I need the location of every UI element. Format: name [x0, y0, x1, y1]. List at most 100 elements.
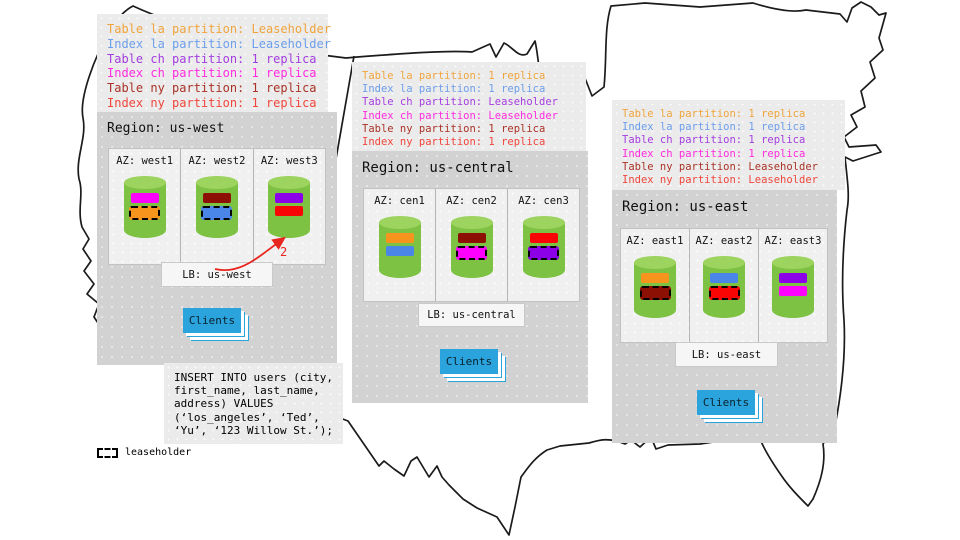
database-cylinder	[634, 256, 676, 318]
az-west1: AZ: west1	[109, 149, 180, 264]
region-title: Region: us-west	[107, 121, 225, 136]
az-label: AZ: west1	[116, 155, 174, 167]
cylinder-top	[378, 216, 421, 229]
cylinder-top	[268, 176, 311, 189]
az-label: AZ: east3	[764, 235, 822, 247]
database-cylinder	[195, 176, 238, 238]
database-cylinder	[450, 216, 493, 278]
az-container: AZ: east1 AZ: east2	[620, 228, 828, 343]
partition-replica	[779, 286, 807, 296]
database-cylinder	[268, 176, 311, 238]
partition-replica	[710, 273, 738, 283]
az-cen3: AZ: cen3	[507, 189, 579, 301]
az-label: AZ: cen2	[446, 195, 497, 207]
az-label: AZ: west3	[260, 155, 318, 167]
cylinder-top	[450, 216, 493, 229]
lb-to-replica-arrow	[214, 236, 286, 271]
partition-replica	[641, 273, 669, 283]
note-line: Index ch partition: 1 replica	[107, 66, 317, 81]
az-container: AZ: cen1 AZ: cen2	[363, 188, 580, 302]
note-line: Index ny partition: 1 replica	[107, 95, 317, 110]
partition-replica	[130, 193, 159, 203]
partition-replica	[275, 193, 304, 203]
load-balancer-us-east: LB: us-east	[675, 342, 778, 367]
partition-replica	[202, 193, 231, 203]
clients-button-us-central[interactable]: Clients	[440, 349, 498, 374]
note-line: Table la partition: Leaseholder	[107, 22, 331, 36]
clients-button-us-east[interactable]: Clients	[697, 390, 755, 415]
az-west2: AZ: west2	[180, 149, 252, 264]
arrow-step-number: 2	[280, 245, 288, 259]
partition-notes-us-west: Table la partition: Leaseholder Index la…	[97, 14, 331, 112]
note-line: Index la partition: 1 replica	[362, 83, 546, 96]
note-line: Table la partition: 1 replica	[622, 108, 806, 120]
clients-button-us-west[interactable]: Clients	[183, 308, 241, 333]
note-line: Table ch partition: Leaseholder	[362, 96, 558, 109]
sql-line: first_name, last_name,	[174, 384, 320, 398]
region-panel-us-east: Region: us-east AZ: east1 AZ: east2	[612, 190, 837, 443]
note-line: Index ch partition: 1 replica	[622, 147, 806, 160]
cylinder-top	[195, 176, 238, 189]
sql-insert-note: INSERT INTO users (city, first_name, las…	[164, 363, 343, 444]
az-label: AZ: west2	[188, 155, 246, 167]
note-line: Table ny partition: 1 replica	[107, 81, 317, 96]
sql-line: INSERT INTO users (city,	[174, 371, 333, 384]
partition-replica	[456, 246, 487, 260]
note-line: Table ch partition: 1 replica	[107, 51, 317, 66]
database-cylinder	[123, 176, 166, 238]
partition-notes-us-central: Table la partition: 1 replica Index la p…	[352, 62, 586, 151]
az-label: AZ: cen1	[374, 195, 425, 207]
cylinder-top	[772, 256, 814, 269]
note-line: Table ch partition: 1 replica	[622, 134, 806, 147]
az-east2: AZ: east2	[689, 229, 758, 342]
database-cylinder	[703, 256, 745, 318]
partition-replica	[639, 286, 671, 300]
partition-replica	[528, 246, 559, 260]
load-balancer-us-west: LB: us-west	[161, 262, 273, 287]
note-line: Table ny partition: 1 replica	[362, 122, 546, 135]
partition-replica	[529, 233, 558, 243]
partition-replica	[779, 273, 807, 283]
note-line: Index ch partition: Leaseholder	[362, 109, 558, 122]
legend-label: leaseholder	[125, 447, 192, 458]
az-west3: AZ: west3	[252, 149, 325, 264]
note-line: Index la partition: Leaseholder	[107, 36, 331, 51]
az-cen2: AZ: cen2	[435, 189, 507, 301]
note-line: Table la partition: 1 replica	[362, 70, 546, 82]
cylinder-top	[703, 256, 745, 269]
region-panel-us-central: Region: us-central AZ: cen1 AZ: cen2	[352, 151, 588, 403]
region-panel-us-west: Region: us-west AZ: west1 AZ: west2	[97, 112, 337, 365]
sql-line: (‘los_angeles’, ‘Ted’,	[174, 410, 320, 424]
database-cylinder	[522, 216, 565, 278]
az-east3: AZ: east3	[758, 229, 827, 342]
partition-replica	[385, 246, 414, 256]
az-container: AZ: west1 AZ: west2	[108, 148, 326, 265]
database-cylinder	[772, 256, 814, 318]
partition-replica	[129, 206, 161, 220]
region-title: Region: us-east	[622, 199, 749, 215]
partition-replica	[385, 233, 414, 243]
note-line: Index ny partition: 1 replica	[362, 136, 546, 149]
az-cen1: AZ: cen1	[364, 189, 435, 301]
partition-replica	[201, 206, 233, 220]
partition-replica	[457, 233, 486, 243]
cylinder-top	[123, 176, 166, 189]
cylinder-top	[522, 216, 565, 229]
az-east1: AZ: east1	[621, 229, 689, 342]
load-balancer-us-central: LB: us-central	[418, 303, 525, 327]
partition-notes-us-east: Table la partition: 1 replica Index la p…	[612, 100, 845, 190]
sql-line: ‘Yu’, ‘123 Willow St.’);	[174, 423, 333, 437]
az-label: AZ: east1	[626, 235, 684, 247]
cylinder-top	[634, 256, 676, 269]
database-cylinder	[378, 216, 421, 278]
partition-replica	[275, 206, 304, 216]
note-line: Index la partition: 1 replica	[622, 121, 806, 134]
az-label: AZ: east2	[695, 235, 753, 247]
leaseholder-swatch-icon	[97, 447, 118, 458]
region-title: Region: us-central	[362, 160, 514, 176]
note-line: Table ny partition: Leaseholder	[622, 160, 818, 173]
note-line: Index ny partition: Leaseholder	[622, 174, 818, 187]
leaseholder-legend: leaseholder	[97, 447, 191, 458]
sql-line: address) VALUES	[174, 397, 274, 411]
